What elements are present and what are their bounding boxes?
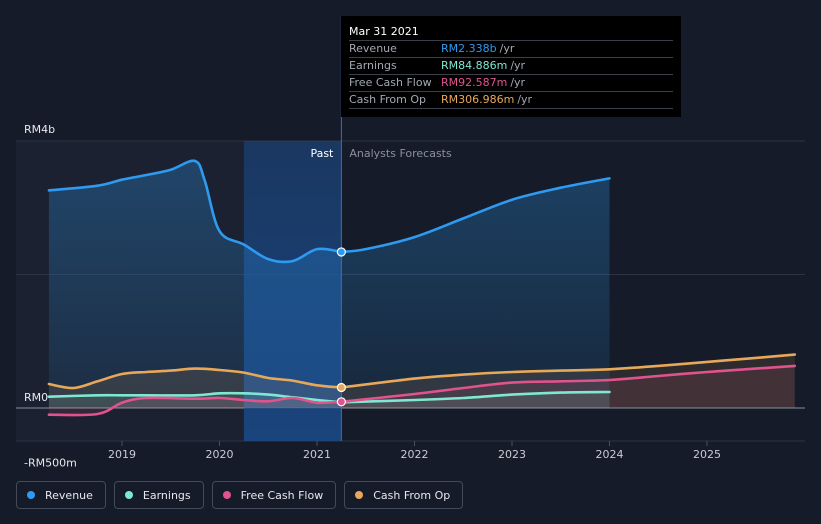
y-tick-label: RM0 xyxy=(24,391,48,404)
series-lines xyxy=(47,159,797,417)
x-axis-ticks: 2019 2020 2021 2022 2023 2024 2025 xyxy=(108,441,721,461)
x-tick-label: 2020 xyxy=(206,448,234,461)
tooltip-unit: /yr xyxy=(499,42,515,55)
tooltip-row-revenue: Revenue RM2.338b /yr xyxy=(349,41,673,58)
area-fills xyxy=(48,160,795,416)
legend-item-revenue[interactable]: Revenue xyxy=(16,481,106,509)
free-cash-flow-line-past xyxy=(47,396,343,417)
revenue-line-past xyxy=(47,159,343,264)
tooltip-unit: /yr xyxy=(510,59,526,72)
earnings-line-forecast xyxy=(340,390,611,404)
y-axis-ticks: RM4b RM0 -RM500m xyxy=(24,123,77,469)
legend: Revenue Earnings Free Cash Flow Cash Fro… xyxy=(16,481,464,509)
legend-label: Free Cash Flow xyxy=(240,488,324,502)
hover-tooltip: Mar 31 2021 Revenue RM2.338b /yr Earning… xyxy=(341,16,681,117)
legend-dot-icon xyxy=(355,491,364,499)
tooltip-date: Mar 31 2021 xyxy=(349,24,673,41)
tooltip-row-cash-from-op: Cash From Op RM306.986m /yr xyxy=(349,92,673,109)
tooltip-value: RM306.986m xyxy=(441,93,515,106)
revenue-marker xyxy=(336,247,346,257)
legend-dot-icon xyxy=(124,491,133,499)
x-tick-label: 2021 xyxy=(303,448,331,461)
tooltip-label: Revenue xyxy=(349,42,397,55)
legend-item-cash-from-op[interactable]: Cash From Op xyxy=(344,481,464,509)
tooltip-label: Free Cash Flow xyxy=(349,76,432,89)
tooltip-value: RM2.338b xyxy=(441,42,497,55)
x-tick-label: 2022 xyxy=(401,448,429,461)
revenue-line-forecast xyxy=(340,177,611,254)
tooltip-value: RM92.587m xyxy=(441,76,508,89)
cash-from-op-line-past xyxy=(47,367,343,390)
legend-item-free-cash-flow[interactable]: Free Cash Flow xyxy=(211,481,337,509)
cash-from-op-line-forecast xyxy=(340,353,797,389)
legend-label: Cash From Op xyxy=(373,488,451,502)
x-tick-label: 2019 xyxy=(108,448,136,461)
free-cash-flow-marker xyxy=(336,397,346,407)
legend-dot-icon xyxy=(222,491,231,499)
x-tick-label: 2023 xyxy=(498,448,526,461)
cash-from-op-marker xyxy=(336,382,346,393)
cash-from-op-area xyxy=(48,354,795,408)
forecast-label: Analysts Forecasts xyxy=(349,147,452,160)
past-label: Past xyxy=(310,147,334,160)
tooltip-label: Cash From Op xyxy=(349,93,427,106)
tooltip-row-earnings: Earnings RM84.886m /yr xyxy=(349,58,673,75)
free-cash-flow-area xyxy=(48,365,795,416)
tooltip-label: Earnings xyxy=(349,59,397,72)
legend-dot-icon xyxy=(27,491,35,499)
tooltip-row-free-cash-flow: Free Cash Flow RM92.587m /yr xyxy=(349,75,673,92)
revenue-area xyxy=(48,160,610,408)
y-tick-label: RM4b xyxy=(24,123,55,136)
tooltip-unit: /yr xyxy=(510,76,526,89)
legend-label: Revenue xyxy=(45,488,93,502)
y-tick-label: -RM500m xyxy=(24,456,77,469)
legend-label: Earnings xyxy=(142,488,191,502)
hover-markers xyxy=(336,247,346,407)
tooltip-value: RM84.886m xyxy=(441,59,508,72)
free-cash-flow-line-forecast xyxy=(340,364,797,404)
x-tick-label: 2024 xyxy=(596,448,624,461)
x-tick-label: 2025 xyxy=(693,448,721,461)
tooltip-unit: /yr xyxy=(517,93,533,106)
legend-item-earnings[interactable]: Earnings xyxy=(113,481,204,509)
